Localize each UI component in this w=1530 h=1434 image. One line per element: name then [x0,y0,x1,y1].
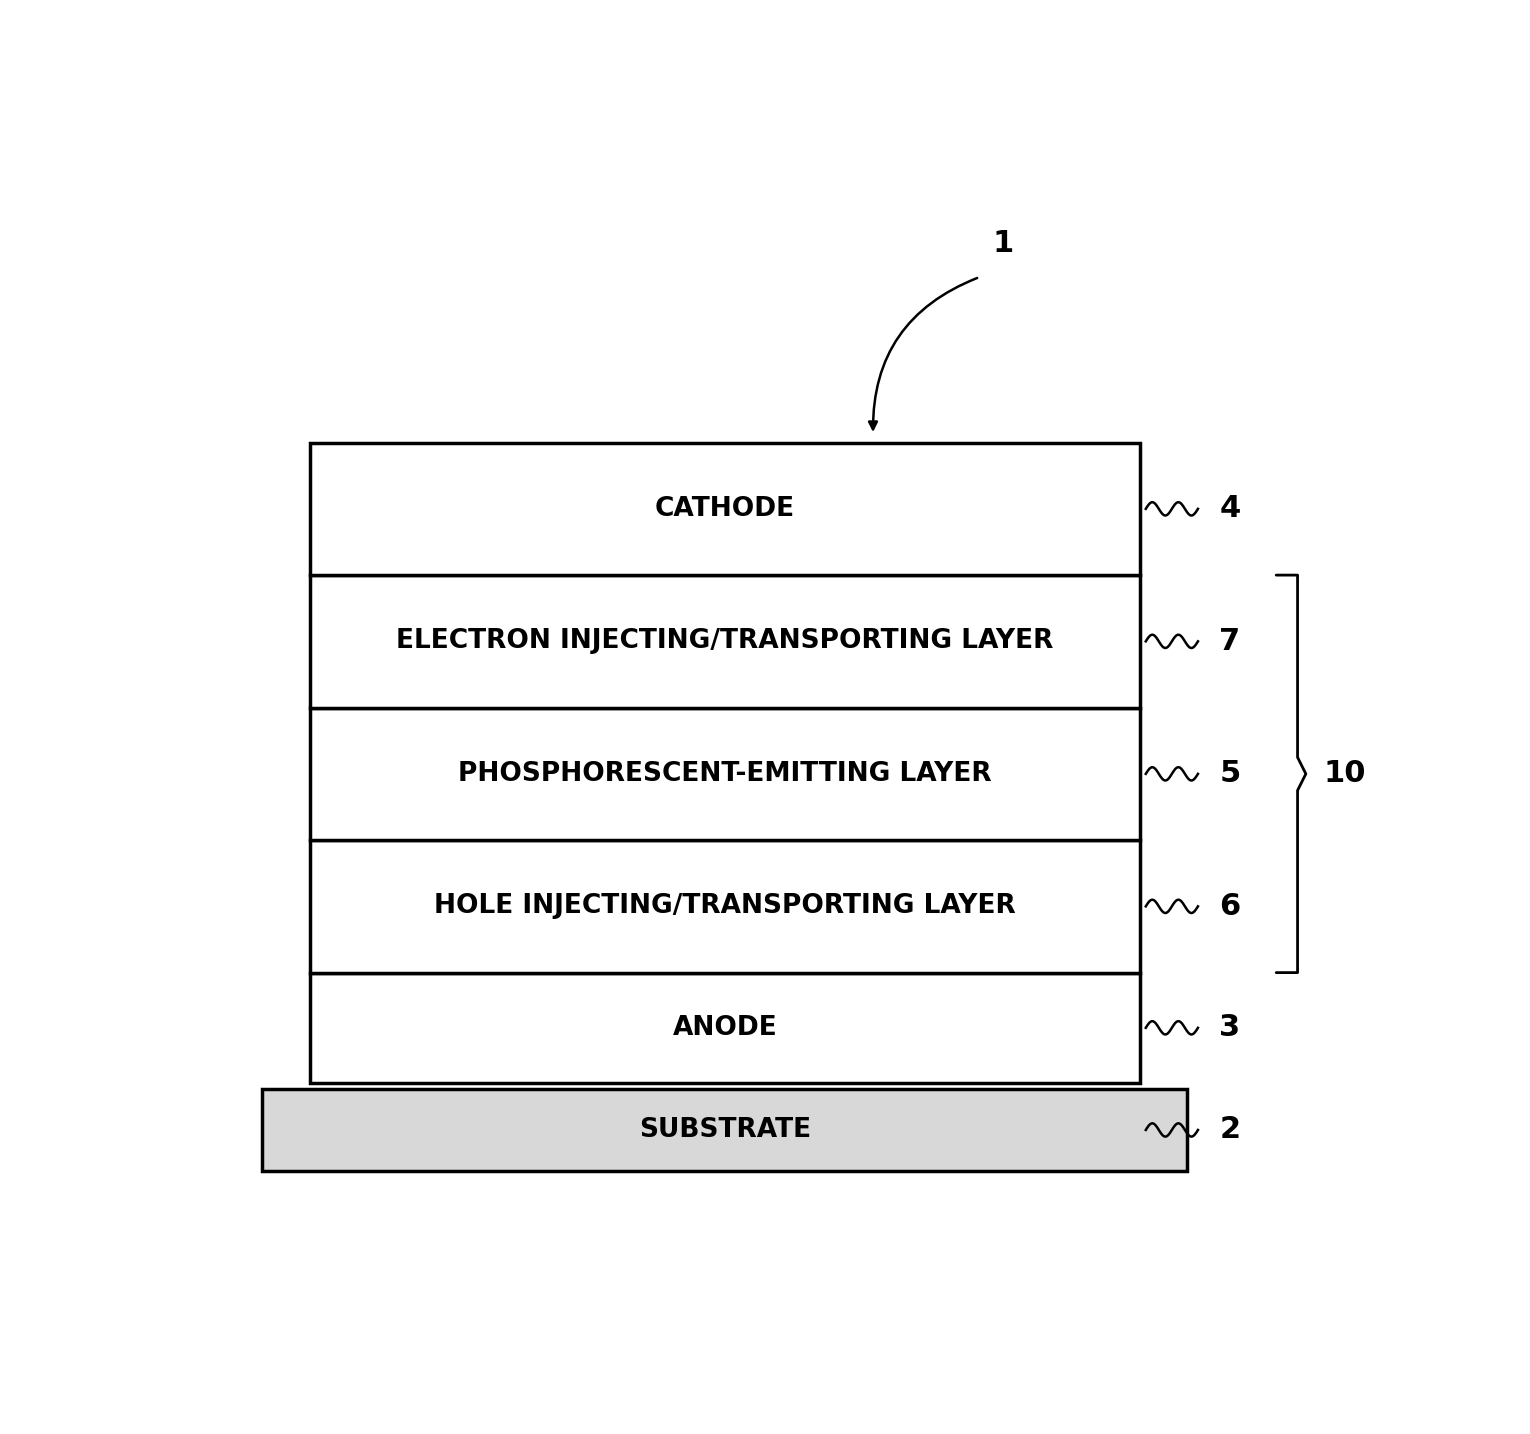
Text: 10: 10 [1323,760,1366,789]
Bar [263,1088,1187,1172]
Text: HOLE INJECTING/TRANSPORTING LAYER: HOLE INJECTING/TRANSPORTING LAYER [435,893,1016,919]
Text: 4: 4 [1219,495,1241,523]
Bar [309,840,1140,972]
Text: SUBSTRATE: SUBSTRATE [640,1117,811,1143]
Text: 7: 7 [1219,627,1241,655]
Bar [309,972,1140,1083]
Text: 3: 3 [1219,1014,1241,1043]
Text: ANODE: ANODE [673,1015,777,1041]
Text: ELECTRON INJECTING/TRANSPORTING LAYER: ELECTRON INJECTING/TRANSPORTING LAYER [396,628,1054,654]
Text: 2: 2 [1219,1116,1241,1144]
Text: 6: 6 [1219,892,1241,921]
Text: 5: 5 [1219,760,1241,789]
Bar [309,707,1140,840]
Bar [309,443,1140,575]
Bar [309,575,1140,707]
Text: CATHODE: CATHODE [655,496,796,522]
Text: PHOSPHORESCENT-EMITTING LAYER: PHOSPHORESCENT-EMITTING LAYER [457,761,991,787]
Text: 1: 1 [993,229,1014,258]
